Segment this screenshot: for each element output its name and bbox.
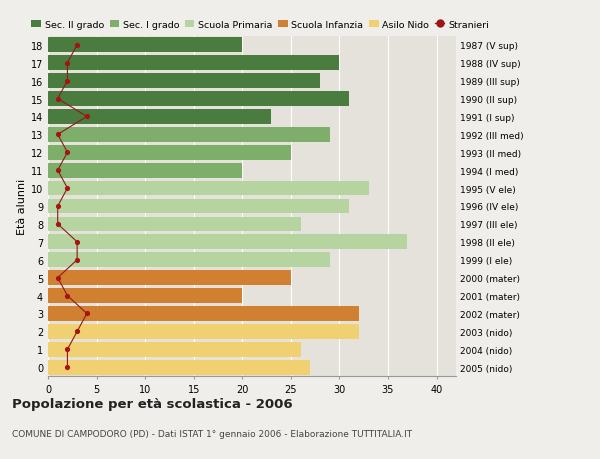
Bar <box>48 163 242 178</box>
Point <box>53 203 62 210</box>
Bar <box>48 128 330 142</box>
Bar <box>48 92 349 106</box>
Bar <box>48 199 349 214</box>
Point <box>53 274 62 282</box>
Point <box>82 113 92 121</box>
Point <box>73 257 82 264</box>
Bar <box>48 181 368 196</box>
Bar <box>48 110 271 124</box>
Point <box>53 221 62 228</box>
Bar <box>48 253 330 268</box>
Legend: Sec. II grado, Sec. I grado, Scuola Primaria, Scuola Infanzia, Asilo Nido, Stran: Sec. II grado, Sec. I grado, Scuola Prim… <box>28 17 493 34</box>
Bar <box>48 235 407 250</box>
Point <box>73 42 82 49</box>
Point <box>73 239 82 246</box>
Bar <box>48 39 242 53</box>
Bar <box>48 325 359 339</box>
Bar <box>48 342 301 357</box>
Y-axis label: Età alunni: Età alunni <box>17 179 26 235</box>
Point <box>53 167 62 174</box>
Point <box>62 78 72 85</box>
Text: Popolazione per età scolastica - 2006: Popolazione per età scolastica - 2006 <box>12 397 293 410</box>
Bar <box>48 217 301 232</box>
Point <box>53 95 62 103</box>
Point <box>82 310 92 318</box>
Bar <box>48 307 359 321</box>
Point <box>62 292 72 300</box>
Point <box>62 185 72 192</box>
Point <box>62 346 72 353</box>
Bar <box>48 289 242 303</box>
Bar <box>48 74 320 89</box>
Text: COMUNE DI CAMPODORO (PD) - Dati ISTAT 1° gennaio 2006 - Elaborazione TUTTITALIA.: COMUNE DI CAMPODORO (PD) - Dati ISTAT 1°… <box>12 429 412 438</box>
Bar <box>48 56 340 71</box>
Point <box>53 131 62 139</box>
Bar <box>48 360 310 375</box>
Bar <box>48 146 291 160</box>
Point <box>73 328 82 336</box>
Point <box>62 60 72 67</box>
Bar <box>48 271 291 285</box>
Point <box>62 149 72 157</box>
Point <box>62 364 72 371</box>
